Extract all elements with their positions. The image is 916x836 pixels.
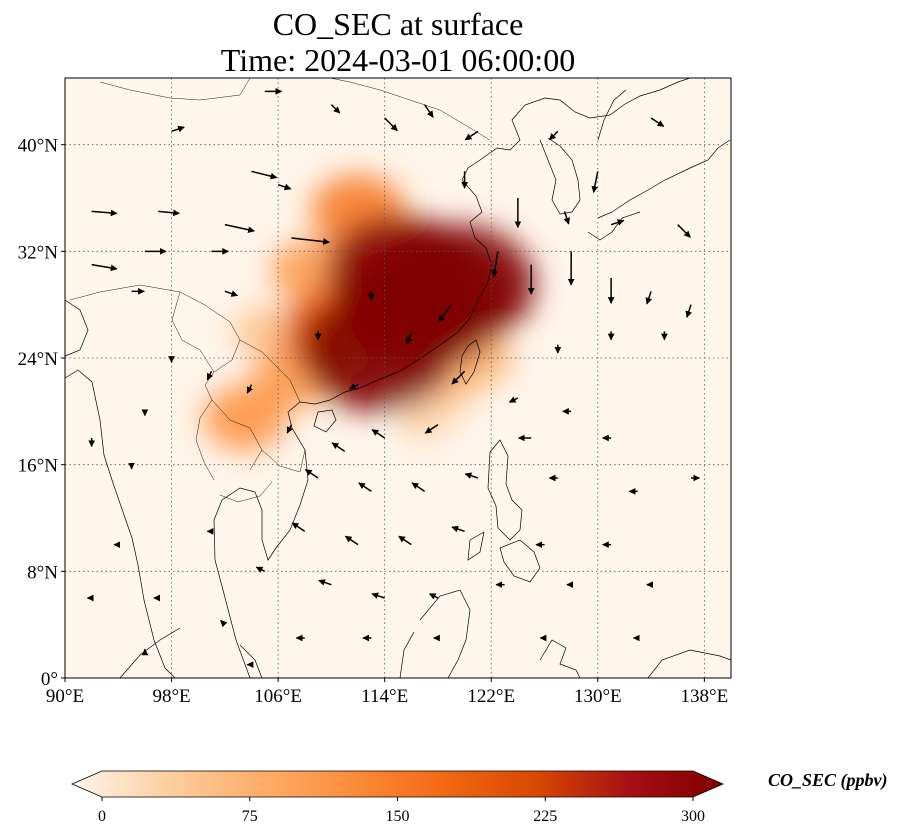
- wind-arrow: [405, 331, 413, 345]
- wind-arrow: [224, 223, 255, 233]
- wind-arrow: [349, 383, 359, 390]
- wind-arrow: [331, 442, 346, 452]
- plume-blob: [203, 385, 287, 451]
- wind-arrow: [677, 224, 691, 238]
- colorbar-label: CO_SEC (ppbv): [768, 770, 888, 790]
- country-borders: [69, 78, 491, 503]
- latitude-ticks: 0° 8°N 16°N 24°N 32°N 40°N: [18, 136, 65, 690]
- map-frame: [64, 77, 732, 679]
- wind-arrow: [371, 592, 385, 599]
- wind-arrow: [685, 304, 692, 318]
- co-concentration-field: [203, 174, 535, 451]
- wind-arrow: [171, 125, 185, 133]
- lon-tick-label: 130°E: [574, 686, 622, 707]
- map-gridlines: [65, 78, 731, 678]
- lon-tick-label: 122°E: [467, 686, 515, 707]
- colorbar-tick-label: 225: [533, 808, 557, 825]
- wind-arrow: [424, 104, 434, 118]
- wind-arrow: [371, 428, 386, 439]
- lon-tick-label: 138°E: [681, 686, 729, 707]
- wind-arrow: [548, 130, 559, 141]
- plume-blob: [344, 241, 506, 368]
- wind-arrow: [251, 170, 278, 180]
- lat-tick-label: 8°N: [27, 562, 58, 583]
- wind-arrow: [344, 535, 359, 546]
- wind-arrow: [91, 263, 118, 272]
- wind-arrow: [591, 171, 599, 193]
- lon-tick-label: 114°E: [361, 686, 408, 707]
- colorbar-ticks: 0 75 150 225 300: [98, 797, 705, 825]
- longitude-ticks: 90°E 98°E 106°E 114°E 122°E 130°E 138°E: [46, 678, 728, 707]
- wind-arrow: [424, 424, 439, 434]
- map-title: CO_SEC at surface: [272, 6, 524, 42]
- colorbar: 0 75 150 225 300: [70, 770, 725, 825]
- wind-arrow: [438, 304, 452, 323]
- wind-arrow: [428, 593, 439, 600]
- wind-arrow: [411, 482, 426, 492]
- wind-arrow: [291, 237, 330, 245]
- wind-arrow: [286, 424, 293, 434]
- lat-tick-label: 40°N: [18, 136, 59, 157]
- wind-arrow: [220, 619, 228, 628]
- wind-arrow: [464, 130, 479, 141]
- colorbar-tick-label: 0: [98, 808, 106, 825]
- map-area: [65, 78, 731, 678]
- wind-arrow: [451, 370, 466, 385]
- wind-arrow: [384, 117, 398, 132]
- wind-arrow: [255, 566, 266, 573]
- colorbar-tick-label: 150: [386, 808, 410, 825]
- wind-arrow: [645, 291, 653, 305]
- wind-arrow: [246, 384, 254, 394]
- lon-tick-label: 98°E: [152, 686, 190, 707]
- wind-arrow: [650, 117, 665, 128]
- wind-arrow: [206, 370, 214, 381]
- lon-tick-label: 90°E: [46, 686, 84, 707]
- wind-arrow: [358, 482, 372, 492]
- lat-tick-label: 0°: [41, 669, 58, 690]
- wind-arrow: [291, 522, 306, 532]
- lat-tick-label: 24°N: [18, 349, 59, 370]
- wind-arrow: [304, 468, 319, 479]
- colorbar-gradient: [70, 770, 725, 798]
- wind-arrow: [508, 396, 519, 403]
- colorbar-tick-label: 75: [242, 808, 258, 825]
- wind-arrow: [610, 219, 625, 226]
- lat-tick-label: 16°N: [18, 456, 59, 477]
- colorbar-tick-label: 300: [681, 808, 705, 825]
- wind-arrow: [318, 579, 332, 586]
- wind-arrow: [563, 211, 570, 225]
- coastlines: [65, 78, 731, 678]
- plume-blob: [396, 396, 453, 440]
- wind-arrow: [464, 472, 479, 479]
- wind-vectors: [86, 87, 701, 669]
- wind-arrow: [91, 209, 118, 217]
- wind-arrow: [224, 290, 239, 297]
- wind-arrow: [491, 251, 499, 278]
- wind-arrow: [330, 104, 341, 114]
- lat-tick-label: 32°N: [18, 242, 59, 263]
- wind-arrow: [451, 525, 465, 533]
- wind-arrow: [398, 535, 412, 546]
- map-subtitle: Time: 2024-03-01 06:00:00: [220, 42, 576, 78]
- wind-arrow: [158, 209, 180, 217]
- lon-tick-label: 106°E: [254, 686, 302, 707]
- wind-arrow: [277, 183, 292, 191]
- plume-blob: [233, 306, 297, 356]
